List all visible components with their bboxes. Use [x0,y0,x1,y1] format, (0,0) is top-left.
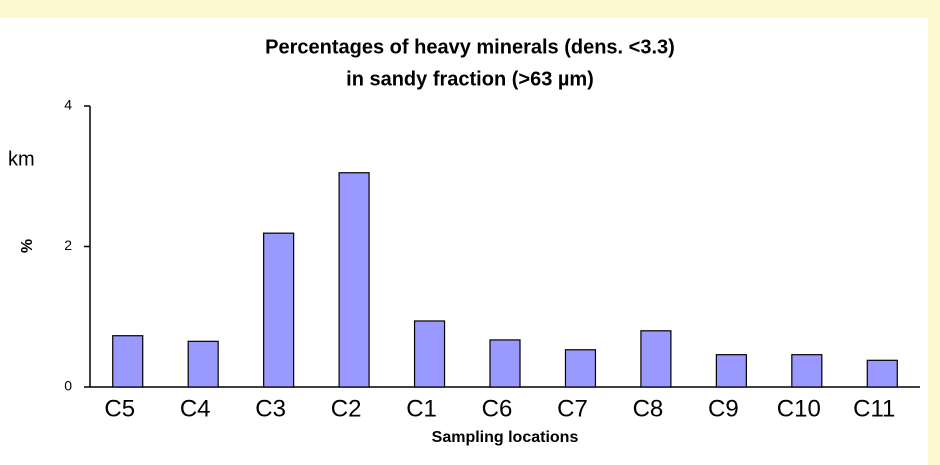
x-axis-label: Sampling locations [432,429,579,446]
bar [715,354,747,388]
x-tick-label: C8 [633,395,664,422]
bar [791,354,823,388]
bar [187,340,219,388]
bar [866,359,898,388]
bar [338,172,370,388]
x-tick-label: C4 [180,395,211,422]
bar [112,335,144,388]
x-tick-label: C3 [255,395,286,422]
y-tick-label: 0 [64,378,72,394]
x-tick-label: C5 [104,395,135,422]
y-tick-label: 4 [64,97,72,113]
annotation: km [8,148,35,170]
x-tick-label: C10 [777,395,821,422]
y-tick-label: 2 [64,237,72,253]
bar [564,349,597,388]
y-axis-label: % [19,239,36,253]
x-tick-label: C9 [708,395,739,422]
bar [263,232,295,388]
bar [489,339,521,388]
x-tick-label: C11 [853,395,895,422]
chart-subtitle: in sandy fraction (>63 µm) [346,68,594,90]
bar [640,330,672,388]
x-tick-label: C7 [557,395,588,422]
bar [413,320,446,388]
chart-title: Percentages of heavy minerals (dens. <3.… [265,36,675,58]
top-band [0,0,940,18]
x-tick-label: C6 [482,395,513,422]
x-tick-label: C1 [406,395,437,422]
side-band [928,0,940,465]
x-tick-label: C2 [331,395,362,422]
